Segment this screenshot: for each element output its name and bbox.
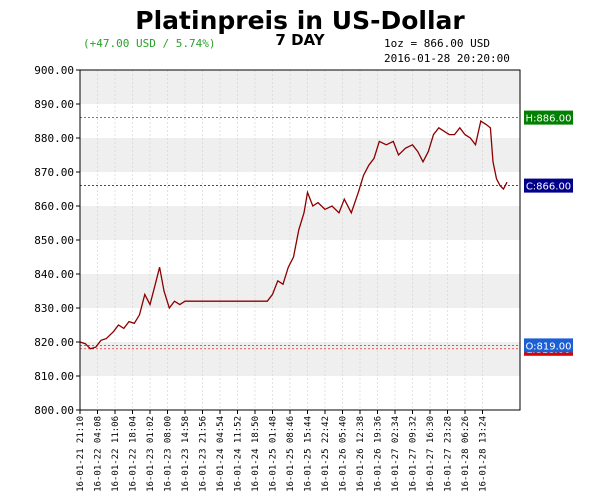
- x-tick-label: 16-01-23 21:56: [199, 416, 209, 492]
- reference-badge-label: O:819.00: [525, 341, 571, 352]
- x-tick-label: 16-01-25 08:46: [286, 416, 296, 492]
- chart-title: Platinpreis in US-Dollar: [135, 6, 465, 35]
- y-tick-label: 800.00: [34, 404, 74, 417]
- reference-badge: [524, 338, 573, 353]
- x-tick-label: 16-01-27 02:34: [391, 416, 401, 492]
- x-axis: 16-01-21 21:10 16-01-22 04:08 16-01-22 11:…: [76, 410, 489, 492]
- reference-lines: [80, 117, 520, 350]
- band: [80, 70, 520, 104]
- x-tick-label: 16-01-25 15:44: [304, 416, 314, 492]
- x-tick-label: 16-01-26 05:40: [339, 416, 349, 492]
- x-tick-label: 16-01-23 14:58: [181, 416, 191, 492]
- price-per-ounce-label: 1oz = 866.00 USD: [384, 37, 490, 50]
- alternating-bands: [80, 70, 520, 376]
- x-tick-label: 16-01-24 18:50: [251, 416, 261, 492]
- x-tick-label: 16-01-27 23:28: [444, 416, 454, 492]
- vertical-gridlines: [79, 70, 483, 410]
- price-series-line: [79, 119, 508, 350]
- y-tick-label: 840.00: [34, 268, 74, 281]
- x-tick-label: 16-01-26 19:36: [374, 416, 384, 492]
- x-tick-label: 16-01-22 11:06: [111, 416, 121, 492]
- x-tick-label: 16-01-28 13:24: [479, 416, 489, 492]
- x-tick-label: 16-01-28 06:26: [461, 416, 471, 492]
- band: [80, 342, 520, 376]
- y-axis: 800.00 810.00 820.00 830.00 840.00 850.00 860.…: [34, 64, 80, 417]
- reference-badge: [524, 110, 573, 125]
- x-tick-label: 16-01-24 04:54: [216, 416, 226, 492]
- y-tick-label: 870.00: [34, 166, 74, 179]
- x-tick-label: 16-01-27 09:32: [409, 416, 419, 492]
- chart-subtitle: 7 DAY: [275, 31, 325, 49]
- price-change-label: (+47.00 USD / 5.74%): [83, 37, 215, 50]
- x-tick-label: 16-01-22 04:08: [94, 416, 104, 492]
- band: [80, 206, 520, 240]
- y-tick-label: 880.00: [34, 132, 74, 145]
- x-tick-label: 16-01-24 11:52: [234, 416, 244, 492]
- x-tick-label: 16-01-27 16:30: [426, 416, 436, 492]
- reference-badges: L:818.00O:819.00C:866.00H:886.00: [524, 110, 573, 356]
- x-tick-label: 16-01-22 18:04: [129, 416, 139, 492]
- reference-badge: [524, 178, 573, 193]
- y-tick-label: 830.00: [34, 302, 74, 315]
- y-tick-label: 820.00: [34, 336, 74, 349]
- x-tick-label: 16-01-25 22:42: [321, 416, 331, 492]
- reference-badge-label: C:866.00: [526, 182, 571, 193]
- x-tick-label: 16-01-23 08:00: [164, 416, 174, 492]
- timestamp-label: 2016-01-28 20:20:00: [384, 52, 510, 65]
- y-tick-label: 890.00: [34, 98, 74, 111]
- x-tick-label: 16-01-21 21:10: [76, 416, 86, 492]
- y-tick-label: 860.00: [34, 200, 74, 213]
- band: [80, 274, 520, 308]
- reference-badge-label: H:886.00: [526, 114, 572, 125]
- band: [80, 138, 520, 172]
- y-tick-label: 850.00: [34, 234, 74, 247]
- y-tick-label: 810.00: [34, 370, 74, 383]
- x-tick-label: 16-01-25 01:48: [269, 416, 279, 492]
- x-tick-label: 16-01-26 12:38: [356, 416, 366, 492]
- y-tick-label: 900.00: [34, 64, 74, 77]
- x-tick-label: 16-01-23 01:02: [146, 416, 156, 492]
